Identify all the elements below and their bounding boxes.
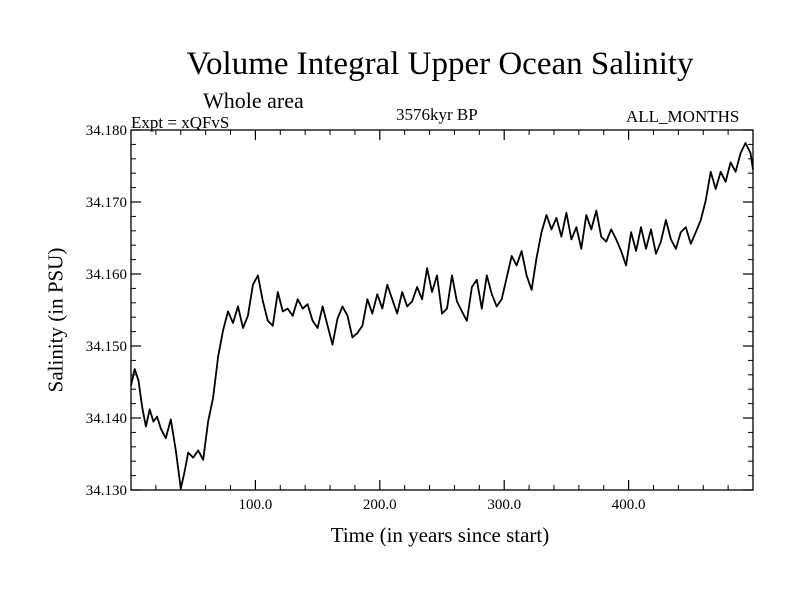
experiment-label: Expt = xQFvS xyxy=(131,113,230,132)
chart-subtitle: Whole area xyxy=(203,88,304,113)
y-tick-label: 34.180 xyxy=(86,123,127,139)
x-tick-label: 200.0 xyxy=(363,497,397,513)
y-tick-label: 34.150 xyxy=(86,339,127,355)
plot-frame xyxy=(130,129,754,491)
y-tick-label: 34.160 xyxy=(86,267,127,283)
y-tick-label: 34.130 xyxy=(86,483,127,499)
y-tick-label: 34.140 xyxy=(86,411,127,427)
salinity-line xyxy=(130,142,754,490)
chart-title: Volume Integral Upper Ocean Salinity xyxy=(186,46,694,82)
x-tick-label: 400.0 xyxy=(612,497,646,513)
months-label: ALL_MONTHS xyxy=(626,107,740,126)
y-tick-label: 34.170 xyxy=(86,195,127,211)
x-axis-label: Time (in years since start) xyxy=(330,523,550,547)
x-tick-label: 100.0 xyxy=(239,497,273,513)
x-tick-label: 300.0 xyxy=(487,497,521,513)
period-label: 3576kyr BP xyxy=(396,105,478,124)
